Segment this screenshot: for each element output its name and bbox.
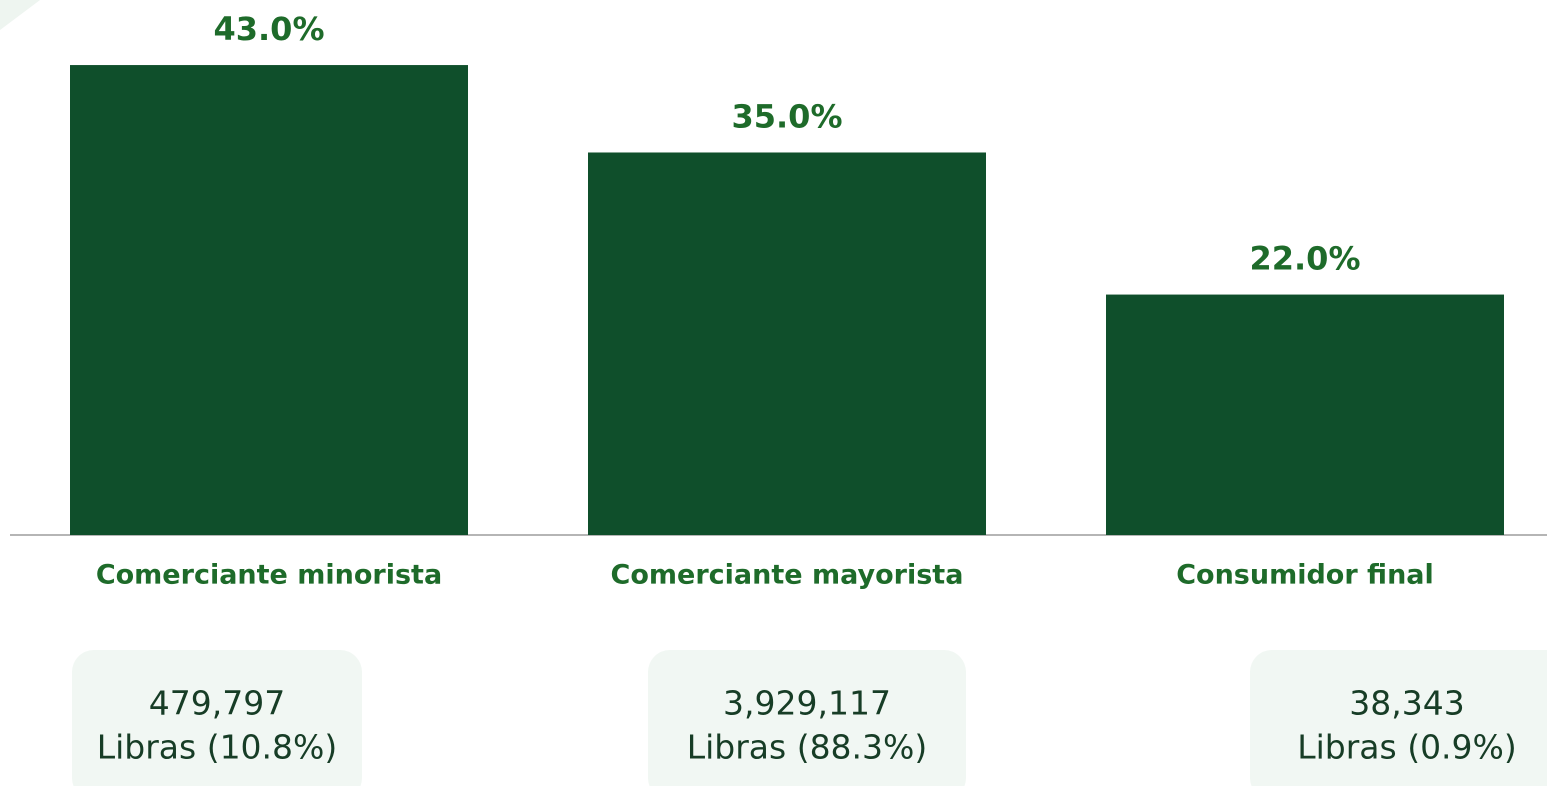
card-text: Libras (88.3%)	[687, 728, 928, 767]
x-tick-label: Comerciante mayorista	[611, 560, 964, 591]
bar	[588, 152, 986, 535]
x-tick-label: Consumidor final	[1176, 560, 1434, 591]
value-label: 22.0%	[1249, 240, 1360, 278]
value-label: 43.0%	[213, 10, 324, 48]
bar	[1106, 294, 1504, 535]
info-card	[72, 650, 362, 786]
info-card	[648, 650, 966, 786]
info-card	[1250, 650, 1547, 786]
corner-decoration	[0, 0, 40, 30]
card-text: Libras (10.8%)	[97, 728, 338, 767]
x-tick-label: Comerciante minorista	[96, 560, 442, 591]
card-text: Libras (0.9%)	[1297, 728, 1517, 767]
card-text: 3,929,117	[723, 684, 891, 723]
value-label: 35.0%	[731, 97, 842, 135]
card-text: 38,343	[1349, 684, 1464, 723]
card-text: 479,797	[149, 684, 285, 723]
bar	[70, 65, 468, 536]
